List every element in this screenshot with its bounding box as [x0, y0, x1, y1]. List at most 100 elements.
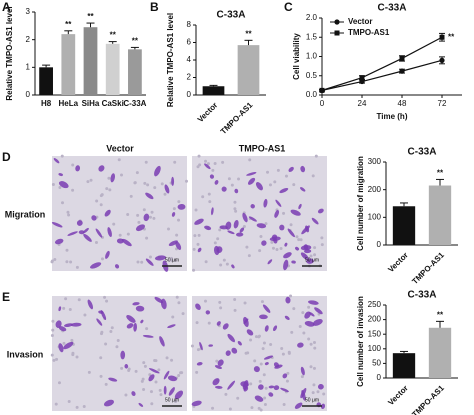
pore	[148, 255, 152, 259]
pore	[175, 295, 179, 299]
cell	[96, 318, 103, 326]
x-tick-label: 72	[438, 99, 447, 108]
bar	[83, 27, 98, 95]
pore	[233, 200, 237, 204]
pore	[290, 330, 294, 334]
cell	[263, 355, 274, 360]
pore	[233, 207, 237, 211]
cell	[227, 333, 236, 343]
cell	[256, 223, 267, 229]
pore	[62, 306, 66, 310]
pore	[211, 168, 215, 172]
pore	[284, 174, 288, 178]
pore	[227, 177, 231, 181]
pore	[297, 238, 301, 242]
cell	[138, 402, 144, 407]
pore	[163, 192, 167, 196]
pore	[89, 178, 93, 182]
pore	[82, 404, 86, 408]
pore	[177, 218, 181, 222]
pore	[292, 183, 296, 187]
cell	[55, 320, 62, 328]
row-label: Migration	[5, 209, 46, 219]
scale-label: 50 μm	[165, 257, 179, 263]
cell	[300, 387, 307, 399]
pore	[234, 209, 238, 213]
pore	[150, 210, 154, 214]
pore	[50, 259, 54, 263]
pore	[192, 268, 196, 272]
x-tick-label: Vector	[386, 251, 410, 275]
pore	[196, 165, 200, 169]
x-tick-label: TMPO-AS1	[219, 100, 255, 136]
pore	[70, 338, 74, 342]
cell	[208, 344, 214, 347]
pore	[51, 328, 55, 332]
bar	[237, 45, 260, 95]
pore	[194, 208, 198, 212]
cell	[297, 342, 304, 348]
cell	[133, 322, 137, 332]
pore	[170, 358, 174, 362]
chart-title: C-33A	[408, 147, 437, 158]
cell	[204, 225, 212, 231]
pore	[120, 173, 124, 177]
pore	[177, 200, 181, 204]
cell	[51, 221, 63, 228]
pore	[181, 312, 185, 316]
pore	[192, 247, 196, 251]
bar	[428, 327, 452, 378]
pore	[219, 306, 223, 310]
significance: **	[448, 32, 455, 41]
cell	[58, 181, 69, 189]
cell	[124, 364, 129, 369]
pore	[276, 168, 280, 172]
y-tick-label: 300	[368, 157, 382, 166]
pore	[171, 315, 175, 319]
cell	[105, 250, 110, 259]
pore	[218, 228, 222, 232]
pore	[244, 351, 248, 355]
pore	[207, 192, 211, 196]
cell	[243, 386, 249, 392]
pore	[275, 247, 279, 251]
chart-title: C-33A	[217, 10, 246, 21]
significance: **	[245, 29, 252, 38]
pore	[243, 301, 247, 305]
y-axis-label: Cell number of invasion	[356, 296, 365, 387]
pore	[313, 253, 317, 257]
cell	[264, 362, 269, 366]
pore	[174, 399, 178, 403]
cell	[304, 311, 311, 319]
marker	[359, 78, 365, 85]
cell	[143, 213, 150, 222]
cell	[197, 247, 202, 253]
pore	[190, 344, 194, 348]
cell	[301, 225, 310, 235]
bar	[61, 34, 76, 95]
pore	[107, 176, 111, 180]
pore	[262, 341, 266, 345]
pore	[117, 158, 121, 162]
pore	[208, 200, 212, 204]
cell	[135, 224, 146, 232]
y-tick-label: 8	[187, 20, 192, 29]
pore	[193, 234, 197, 238]
cell	[242, 212, 248, 223]
pore	[257, 406, 261, 410]
pore	[110, 326, 114, 330]
pore	[148, 215, 152, 219]
pore	[173, 160, 177, 164]
y-tick-label: 150	[368, 329, 382, 338]
significance: **	[65, 20, 72, 29]
pore	[99, 374, 103, 378]
pore	[160, 182, 164, 186]
cell	[168, 387, 175, 396]
pore	[58, 185, 62, 189]
marker	[439, 34, 445, 40]
cell	[63, 341, 74, 350]
cell	[214, 365, 222, 369]
pore	[300, 375, 304, 379]
cell	[231, 264, 235, 269]
bar	[105, 43, 120, 95]
